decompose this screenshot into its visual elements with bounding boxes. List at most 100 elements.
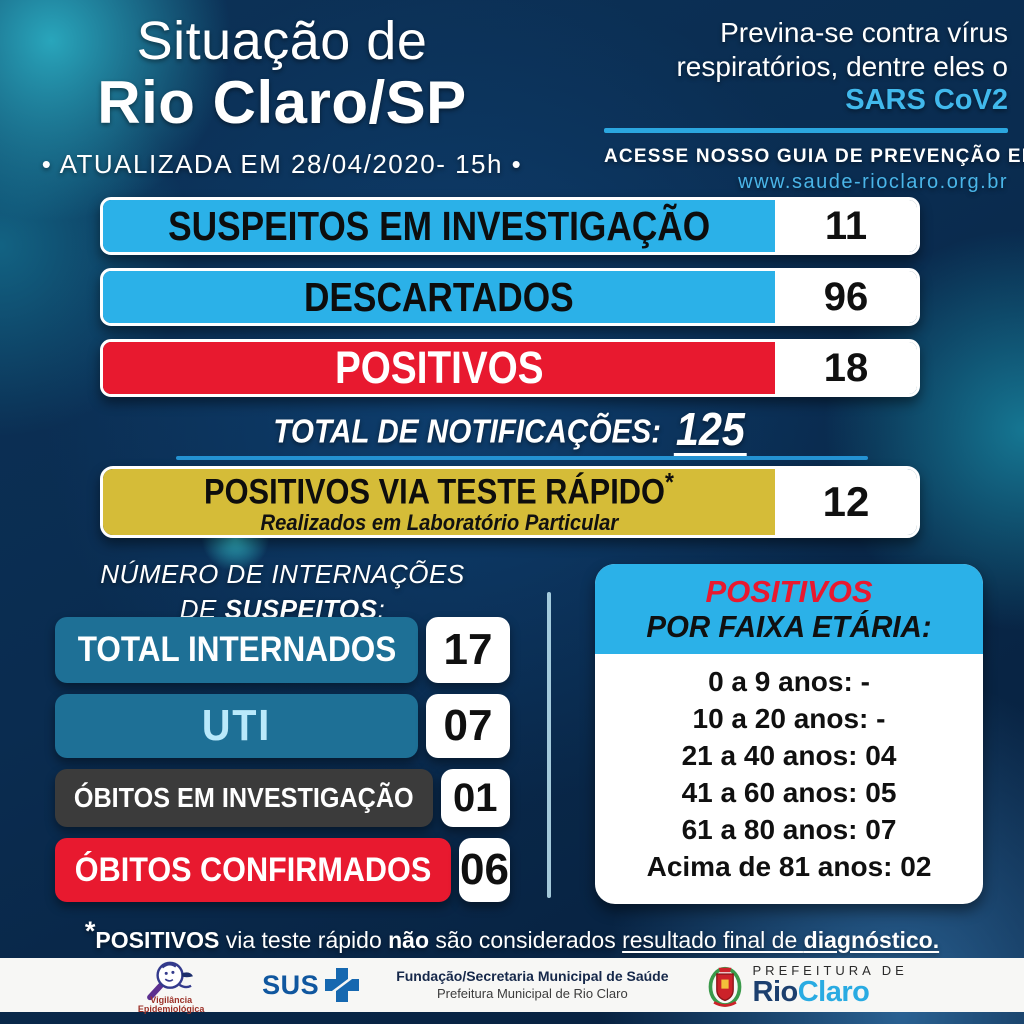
vigilancia-label-line1: Vigilância bbox=[150, 994, 193, 1005]
hospitalizations-heading-line1: NÚMERO DE INTERNAÇÕES bbox=[100, 559, 465, 589]
age-group-61-80: 61 a 80 anos: 07 bbox=[595, 814, 983, 846]
org-line2: Prefeitura Municipal de Rio Claro bbox=[436, 985, 628, 1001]
vertical-divider-line bbox=[547, 592, 551, 898]
hosp-bar-total-internados: TOTAL INTERNADOS 17 bbox=[55, 617, 510, 683]
guide-label: ACESSE NOSSO GUIA DE PREVENÇÃO EM: bbox=[604, 145, 1024, 167]
age-group-0-9: 0 a 9 anos: - bbox=[595, 666, 983, 698]
age-group-21-40-label: 21 a 40 anos: bbox=[681, 740, 858, 772]
age-group-81-plus-value: 02 bbox=[900, 851, 932, 883]
stat-bar-suspeitos-label: SUSPEITOS EM INVESTIGAÇÃO bbox=[167, 202, 711, 249]
prevention-text-line1: Previna-se contra vírus bbox=[720, 17, 1008, 48]
header-divider-line bbox=[604, 127, 1008, 133]
footnote-underline-text: resultado final de bbox=[622, 927, 804, 953]
footnote-bold-positivos: POSITIVOS bbox=[95, 927, 220, 953]
age-group-41-60: 41 a 60 anos: 05 bbox=[595, 777, 983, 809]
footnote-text1: via teste rápido bbox=[219, 927, 389, 953]
age-group-61-80-value: 07 bbox=[865, 814, 897, 846]
age-group-0-9-value: - bbox=[860, 666, 870, 698]
prefeitura-rio-claro-logo: PREFEITURA DE RioClaro bbox=[705, 961, 908, 1009]
hosp-bar-obitos-investigacao-label-area: ÓBITOS EM INVESTIGAÇÃO bbox=[55, 769, 433, 827]
age-group-0-9-label: 0 a 9 anos: bbox=[708, 666, 853, 698]
prevention-block: Previna-se contra vírus respiratórios, d… bbox=[604, 16, 1024, 194]
age-card-title-faixa: POR FAIXA ETÁRIA: bbox=[646, 609, 932, 645]
org-line1: Fundação/Secretaria Municipal de Saúde bbox=[396, 968, 669, 985]
age-card-title-positivos: POSITIVOS bbox=[705, 574, 873, 609]
age-group-10-20-label: 10 a 20 anos: bbox=[692, 703, 869, 735]
stat-bar-suspeitos-value: 11 bbox=[775, 200, 917, 252]
rapid-test-label-area: POSITIVOS VIA TESTE RÁPIDO* Realizados e… bbox=[103, 469, 775, 535]
footnote-bold-nao: não bbox=[388, 927, 430, 953]
magnifier-face-icon bbox=[147, 961, 194, 1000]
rio-claro-coat-of-arms-icon bbox=[708, 966, 741, 1007]
stat-bar-descartados: DESCARTADOS 96 bbox=[100, 268, 920, 326]
updated-timestamp: • ATUALIZADA EM 28/04/2020- 15h • bbox=[41, 149, 523, 179]
hosp-bar-uti-label: UTI bbox=[201, 701, 272, 750]
hosp-bar-total-internados-value: 17 bbox=[426, 617, 510, 683]
footnote-text2: são considerados bbox=[429, 927, 623, 953]
footnote-asterisk: * bbox=[84, 916, 96, 946]
prevention-text-line2: respiratórios, dentre eles o bbox=[676, 50, 1008, 82]
hosp-bar-total-internados-label-area: TOTAL INTERNADOS bbox=[55, 617, 418, 683]
footnote-underline-group: resultado final de diagnóstico. bbox=[622, 927, 939, 953]
vigilancia-label-line2: Epidemiológica bbox=[137, 1004, 205, 1014]
age-card-header: POSITIVOS POR FAIXA ETÁRIA: bbox=[595, 564, 983, 654]
heading-line2-suffix: : bbox=[377, 594, 386, 625]
hosp-bar-obitos-confirmados-label-area: ÓBITOS CONFIRMADOS bbox=[55, 838, 452, 902]
hosp-bar-obitos-investigacao-value: 01 bbox=[440, 769, 510, 827]
stat-bar-positivos-label: POSITIVOS bbox=[334, 342, 544, 393]
stat-bar-suspeitos-label-area: SUSPEITOS EM INVESTIGAÇÃO bbox=[103, 200, 775, 252]
stat-bar-suspeitos: SUSPEITOS EM INVESTIGAÇÃO 11 bbox=[100, 197, 920, 255]
footnote-underline-bold: diagnóstico. bbox=[803, 927, 940, 953]
sus-cross-icon bbox=[325, 968, 360, 1002]
main-stat-bars: SUSPEITOS EM INVESTIGAÇÃO 11 DESCARTADOS… bbox=[100, 197, 920, 410]
stat-bar-descartados-label: DESCARTADOS bbox=[304, 273, 574, 320]
page-title-line2: Rio Claro/SP bbox=[97, 69, 467, 136]
rapid-test-sublabel: Realizados em Laboratório Particular bbox=[260, 510, 618, 536]
age-group-10-20: 10 a 20 anos: - bbox=[595, 703, 983, 735]
age-group-41-60-label: 41 a 60 anos: bbox=[681, 777, 858, 809]
age-group-41-60-value: 05 bbox=[865, 777, 897, 809]
sus-logo: SUS bbox=[262, 967, 360, 1003]
rapid-test-bar: POSITIVOS VIA TESTE RÁPIDO* Realizados e… bbox=[100, 466, 920, 538]
stat-bar-descartados-value: 96 bbox=[775, 271, 917, 323]
hospitalization-bars: TOTAL INTERNADOS 17 UTI 07 ÓBITOS EM INV… bbox=[55, 617, 510, 902]
stat-bar-positivos-label-area: POSITIVOS bbox=[103, 342, 775, 394]
guide-url: www.saude-rioclaro.org.br bbox=[738, 170, 1008, 193]
prefeitura-de-label: PREFEITURA DE bbox=[752, 962, 908, 978]
age-card-body: 0 a 9 anos: - 10 a 20 anos: - 21 a 40 an… bbox=[595, 654, 983, 904]
stat-bar-positivos-value: 18 bbox=[775, 342, 917, 394]
hosp-bar-uti-label-area: UTI bbox=[55, 694, 418, 758]
age-group-61-80-label: 61 a 80 anos: bbox=[681, 814, 858, 846]
total-notifications-label: TOTAL DE NOTIFICAÇÕES: bbox=[273, 412, 662, 450]
hosp-bar-uti-value: 07 bbox=[426, 694, 510, 758]
age-group-21-40: 21 a 40 anos: 04 bbox=[595, 740, 983, 772]
rapid-test-label-line: POSITIVOS VIA TESTE RÁPIDO* bbox=[204, 469, 674, 511]
hosp-bar-obitos-confirmados-label: ÓBITOS CONFIRMADOS bbox=[74, 850, 432, 889]
hosp-bar-obitos-confirmados: ÓBITOS CONFIRMADOS 06 bbox=[55, 838, 510, 902]
age-group-10-20-value: - bbox=[876, 703, 886, 735]
city-name-rio: Rio bbox=[752, 975, 799, 1008]
health-secretary-text: Fundação/Secretaria Municipal de Saúde P… bbox=[396, 968, 668, 1002]
rapid-test-value: 12 bbox=[775, 469, 917, 535]
title-block: Situação de Rio Claro/SP • ATUALIZADA EM… bbox=[8, 10, 556, 180]
hosp-bar-total-internados-label: TOTAL INTERNADOS bbox=[77, 630, 396, 669]
rapid-test-asterisk: * bbox=[665, 466, 674, 497]
rio-claro-city-name: RioClaro bbox=[752, 975, 908, 1008]
age-group-21-40-value: 04 bbox=[865, 740, 897, 772]
total-notifications: TOTAL DE NOTIFICAÇÕES: 125 bbox=[100, 406, 920, 457]
hosp-bar-obitos-investigacao-label: ÓBITOS EM INVESTIGAÇÃO bbox=[73, 782, 414, 813]
city-name-claro: Claro bbox=[797, 975, 870, 1008]
footnote: *POSITIVOS via teste rápido não são cons… bbox=[0, 916, 1024, 954]
total-notifications-value: 125 bbox=[674, 403, 747, 457]
footer-logo-strip: Vigilância Epidemiológica SUS Fundação/S… bbox=[0, 958, 1024, 1015]
vigilancia-label: Vigilância Epidemiológica bbox=[137, 994, 205, 1015]
sars-cov2-highlight: SARS CoV2 bbox=[845, 84, 1008, 117]
sus-wordmark: SUS bbox=[262, 969, 320, 1000]
age-group-81-plus-label: Acima de 81 anos: bbox=[646, 851, 893, 883]
vigilancia-epidemiologica-logo: Vigilância Epidemiológica bbox=[116, 960, 226, 1015]
rapid-test-label: POSITIVOS VIA TESTE RÁPIDO bbox=[204, 472, 666, 512]
stat-bar-descartados-label-area: DESCARTADOS bbox=[103, 271, 775, 323]
age-distribution-card: POSITIVOS POR FAIXA ETÁRIA: 0 a 9 anos: … bbox=[595, 564, 983, 904]
hosp-bar-obitos-investigacao: ÓBITOS EM INVESTIGAÇÃO 01 bbox=[55, 769, 510, 827]
